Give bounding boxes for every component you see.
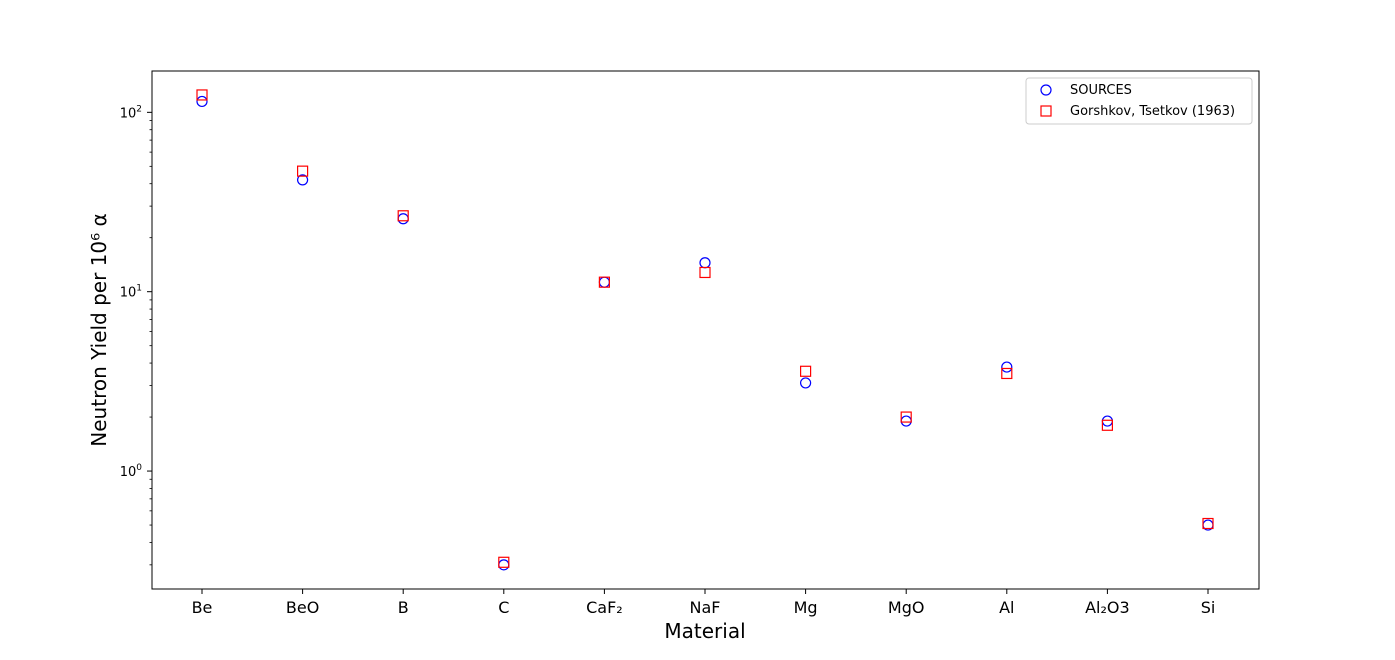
legend: SOURCES Gorshkov, Tsetkov (1963) — [1025, 77, 1253, 125]
point-gorshkov — [1101, 419, 1114, 431]
x-tick-label: NaF — [690, 598, 721, 617]
y-axis-title: Neutron Yield per 10⁶ α — [87, 213, 111, 446]
legend-marker-sources — [1040, 84, 1052, 96]
legend-marker-gorshkov — [1040, 105, 1052, 117]
point-gorshkov — [799, 365, 812, 377]
point-sources — [1001, 361, 1013, 373]
y-tick-label: 101 — [120, 284, 142, 301]
x-tick-label: Be — [192, 598, 213, 617]
point-gorshkov — [1001, 367, 1013, 380]
x-tick-label: MgO — [888, 598, 925, 617]
plot-area — [151, 70, 1260, 590]
x-tick-label: Al₂O3 — [1085, 598, 1130, 617]
x-tick-label: Si — [1201, 598, 1216, 617]
point-sources — [799, 377, 812, 389]
x-tick-label: CaF₂ — [586, 598, 623, 617]
legend-label-gorshkov: Gorshkov, Tsetkov (1963) — [1070, 104, 1235, 119]
x-tick-label: C — [498, 598, 509, 617]
point-gorshkov — [498, 556, 510, 568]
y-tick-label: 100 — [120, 463, 143, 480]
point-gorshkov — [598, 276, 611, 288]
point-sources — [297, 174, 309, 186]
x-axis-title: Material — [664, 619, 745, 643]
point-gorshkov — [1202, 517, 1214, 530]
data-points — [196, 89, 1214, 571]
point-gorshkov — [196, 89, 208, 101]
x-tick-label: B — [398, 598, 409, 617]
point-gorshkov — [297, 165, 309, 177]
point-sources — [196, 95, 208, 108]
point-gorshkov — [397, 210, 409, 222]
y-tick-label: 102 — [120, 104, 142, 121]
x-tick-label: Al — [999, 598, 1014, 617]
point-gorshkov — [699, 266, 711, 279]
y-axis: 100 101 102 — [120, 104, 152, 566]
legend-box — [1025, 77, 1253, 125]
x-tick-label: Mg — [794, 598, 818, 617]
point-gorshkov — [900, 411, 912, 423]
x-axis: Be BeO B C CaF₂ NaF Mg MgO Al Al₂O3 Si — [192, 589, 1216, 617]
legend-label-sources: SOURCES — [1070, 83, 1132, 98]
x-tick-label: BeO — [286, 598, 319, 617]
